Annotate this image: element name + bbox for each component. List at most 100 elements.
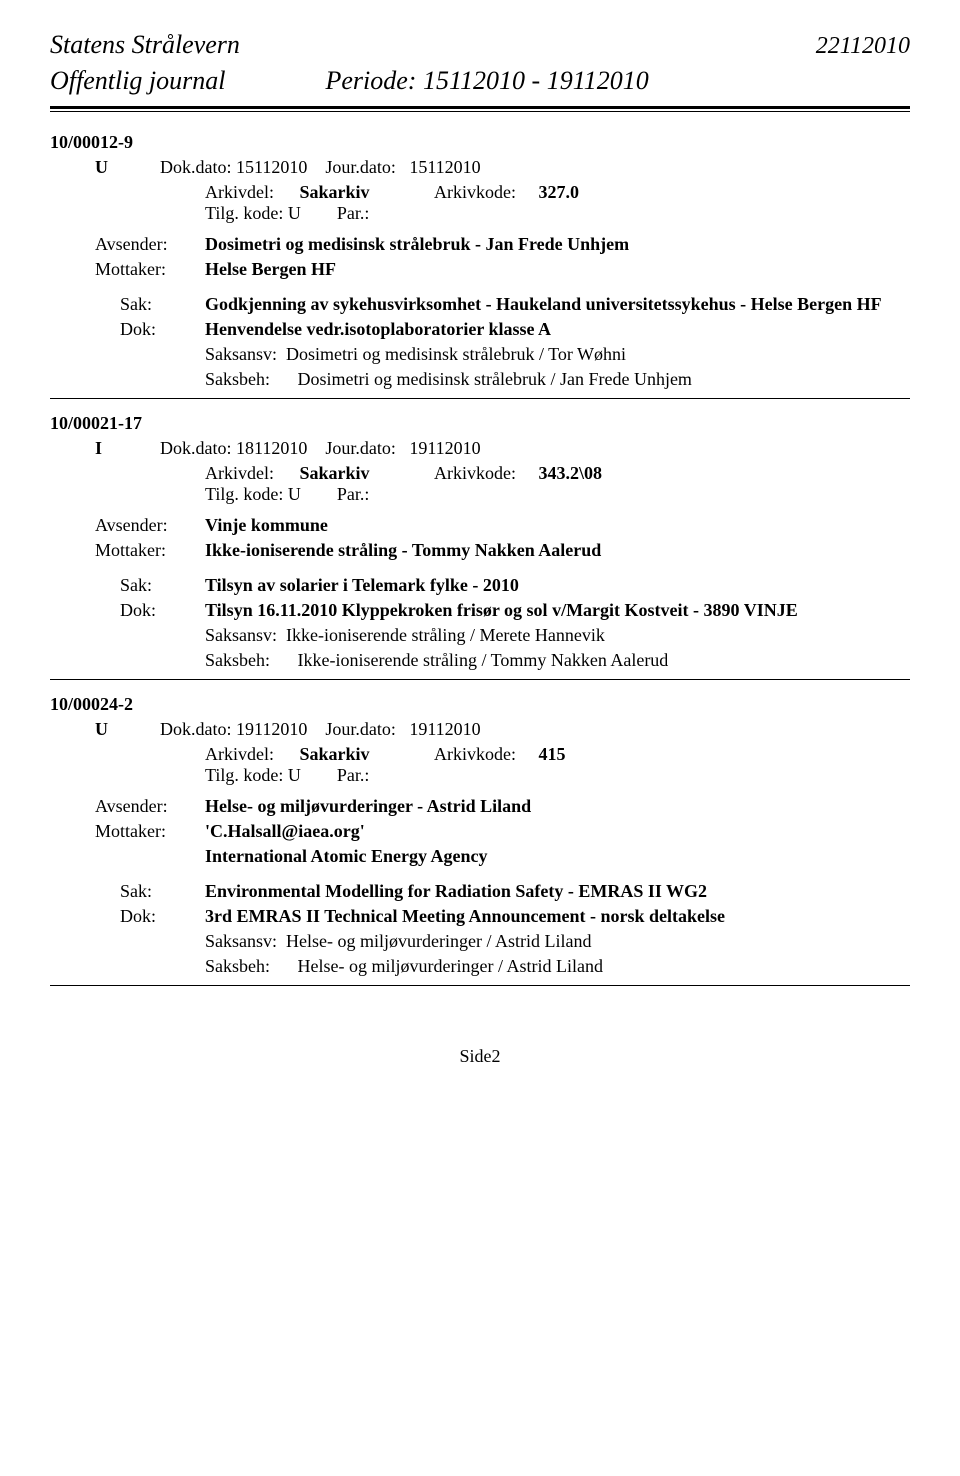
tilg-line: Tilg. kode: U Par.: (50, 203, 910, 224)
entry-dates: Dok.dato: 18112010 Jour.dato: 19112010 (160, 438, 910, 459)
arkivkode-value: 327.0 (539, 182, 580, 202)
dok-row: Dok: 3rd EMRAS II Technical Meeting Anno… (50, 906, 910, 927)
saksbeh-row: Saksbeh: Helse- og miljøvurderinger / As… (50, 956, 910, 977)
arkivdel-label: Arkivdel: (205, 182, 295, 203)
entry-type: U (95, 157, 108, 177)
tilg-label: Tilg. kode: (205, 203, 288, 223)
arkivdel-label: Arkivdel: (205, 463, 295, 484)
header-bottom-row: Offentlig journal Periode: 15112010 - 19… (50, 66, 910, 96)
entry-dates: Dok.dato: 19112010 Jour.dato: 19112010 (160, 719, 910, 740)
dok-value: Tilsyn 16.11.2010 Klyppekroken frisør og… (205, 600, 910, 621)
mottaker-label: Mottaker: (50, 259, 205, 280)
arkivdel-label: Arkivdel: (205, 744, 295, 765)
sak-label: Sak: (50, 575, 205, 596)
sak-value: Environmental Modelling for Radiation Sa… (205, 881, 910, 902)
par-label: Par.: (337, 765, 370, 785)
arkivkode-value: 415 (539, 744, 566, 764)
tilg-line: Tilg. kode: U Par.: (50, 484, 910, 505)
entries-list: 10/00012-9 U Dok.dato: 15112010 Jour.dat… (50, 132, 910, 986)
dok-row: Dok: Henvendelse vedr.isotoplaboratorier… (50, 319, 910, 340)
tilg-label: Tilg. kode: (205, 484, 288, 504)
entry-id: 10/00012-9 (50, 132, 910, 153)
entry-type-col: U (50, 157, 160, 178)
mottaker-extra-value: International Atomic Energy Agency (205, 846, 910, 867)
tilg-line: Tilg. kode: U Par.: (50, 765, 910, 786)
avsender-value: Helse- og miljøvurderinger - Astrid Lila… (205, 796, 910, 817)
journal-entry: 10/00012-9 U Dok.dato: 15112010 Jour.dat… (50, 132, 910, 399)
entry-type-row: I Dok.dato: 18112010 Jour.dato: 19112010 (50, 438, 910, 459)
par-label: Par.: (337, 484, 370, 504)
header-date: 22112010 (816, 33, 910, 60)
sak-row: Sak: Environmental Modelling for Radiati… (50, 881, 910, 902)
sak-value: Godkjenning av sykehusvirksomhet - Hauke… (205, 294, 910, 315)
tilg-value: U (288, 203, 301, 223)
tilg-label: Tilg. kode: (205, 765, 288, 785)
mottaker-row: Mottaker: Ikke-ioniserende stråling - To… (50, 540, 910, 561)
entry-dates: Dok.dato: 15112010 Jour.dato: 15112010 (160, 157, 910, 178)
entry-type: I (95, 438, 102, 458)
par-label: Par.: (337, 203, 370, 223)
arkiv-line: Arkivdel: Sakarkiv Arkivkode: 343.2\08 (50, 463, 910, 484)
dok-value: 3rd EMRAS II Technical Meeting Announcem… (205, 906, 910, 927)
arkivdel-value: Sakarkiv (300, 744, 430, 765)
arkivkode-label: Arkivkode: (434, 182, 534, 203)
entry-type: U (95, 719, 108, 739)
dok-label: Dok: (50, 319, 205, 340)
entry-type-col: U (50, 719, 160, 740)
page-number: Side2 (50, 1046, 910, 1067)
journal-entry: 10/00024-2 U Dok.dato: 19112010 Jour.dat… (50, 694, 910, 986)
saksbeh-label: Saksbeh: (205, 650, 293, 671)
sak-row: Sak: Godkjenning av sykehusvirksomhet - … (50, 294, 910, 315)
mottaker-row: Mottaker: Helse Bergen HF (50, 259, 910, 280)
entry-divider (50, 398, 910, 399)
arkivkode-label: Arkivkode: (434, 463, 534, 484)
avsender-row: Avsender: Dosimetri og medisinsk stråleb… (50, 234, 910, 255)
saksansv-label: Saksansv: (205, 931, 277, 951)
mottaker-label: Mottaker: (50, 540, 205, 561)
arkivdel-value: Sakarkiv (300, 463, 430, 484)
saksansv-value: Ikke-ioniserende stråling / Merete Hanne… (286, 625, 605, 645)
saksansv-row: Saksansv: Helse- og miljøvurderinger / A… (50, 931, 910, 952)
saksansv-row: Saksansv: Ikke-ioniserende stråling / Me… (50, 625, 910, 646)
avsender-label: Avsender: (50, 796, 205, 817)
mottaker-extra-row: International Atomic Energy Agency (50, 846, 910, 867)
entry-type-row: U Dok.dato: 15112010 Jour.dato: 15112010 (50, 157, 910, 178)
entry-divider (50, 679, 910, 680)
sak-label: Sak: (50, 294, 205, 315)
page-header: Statens Strålevern 22112010 Offentlig jo… (50, 30, 910, 96)
arkiv-line: Arkivdel: Sakarkiv Arkivkode: 327.0 (50, 182, 910, 203)
arkivkode-value: 343.2\08 (539, 463, 603, 483)
arkiv-line: Arkivdel: Sakarkiv Arkivkode: 415 (50, 744, 910, 765)
mottaker-value: Helse Bergen HF (205, 259, 910, 280)
saksbeh-label: Saksbeh: (205, 369, 293, 390)
avsender-value: Dosimetri og medisinsk strålebruk - Jan … (205, 234, 910, 255)
avsender-value: Vinje kommune (205, 515, 910, 536)
period-label: Periode: 15112010 - 19112010 (326, 66, 649, 96)
saksansv-label: Saksansv: (205, 625, 277, 645)
journal-label: Offentlig journal (50, 66, 226, 96)
tilg-value: U (288, 765, 301, 785)
header-divider (50, 106, 910, 112)
header-top-row: Statens Strålevern 22112010 (50, 30, 910, 60)
saksansv-value: Dosimetri og medisinsk strålebruk / Tor … (286, 344, 626, 364)
organization-name: Statens Strålevern (50, 30, 240, 60)
saksansv-row: Saksansv: Dosimetri og medisinsk stråleb… (50, 344, 910, 365)
saksbeh-row: Saksbeh: Dosimetri og medisinsk strålebr… (50, 369, 910, 390)
sak-label: Sak: (50, 881, 205, 902)
mottaker-label: Mottaker: (50, 821, 205, 842)
saksbeh-label: Saksbeh: (205, 956, 293, 977)
saksbeh-value: Ikke-ioniserende stråling / Tommy Nakken… (298, 650, 669, 670)
dok-label: Dok: (50, 600, 205, 621)
dok-label: Dok: (50, 906, 205, 927)
saksansv-value: Helse- og miljøvurderinger / Astrid Lila… (286, 931, 591, 951)
entry-type-col: I (50, 438, 160, 459)
mottaker-row: Mottaker: 'C.Halsall@iaea.org' (50, 821, 910, 842)
arkivdel-value: Sakarkiv (300, 182, 430, 203)
entry-type-row: U Dok.dato: 19112010 Jour.dato: 19112010 (50, 719, 910, 740)
avsender-row: Avsender: Helse- og miljøvurderinger - A… (50, 796, 910, 817)
avsender-label: Avsender: (50, 515, 205, 536)
mottaker-value: Ikke-ioniserende stråling - Tommy Nakken… (205, 540, 910, 561)
saksansv-label: Saksansv: (205, 344, 277, 364)
avsender-row: Avsender: Vinje kommune (50, 515, 910, 536)
dok-row: Dok: Tilsyn 16.11.2010 Klyppekroken fris… (50, 600, 910, 621)
